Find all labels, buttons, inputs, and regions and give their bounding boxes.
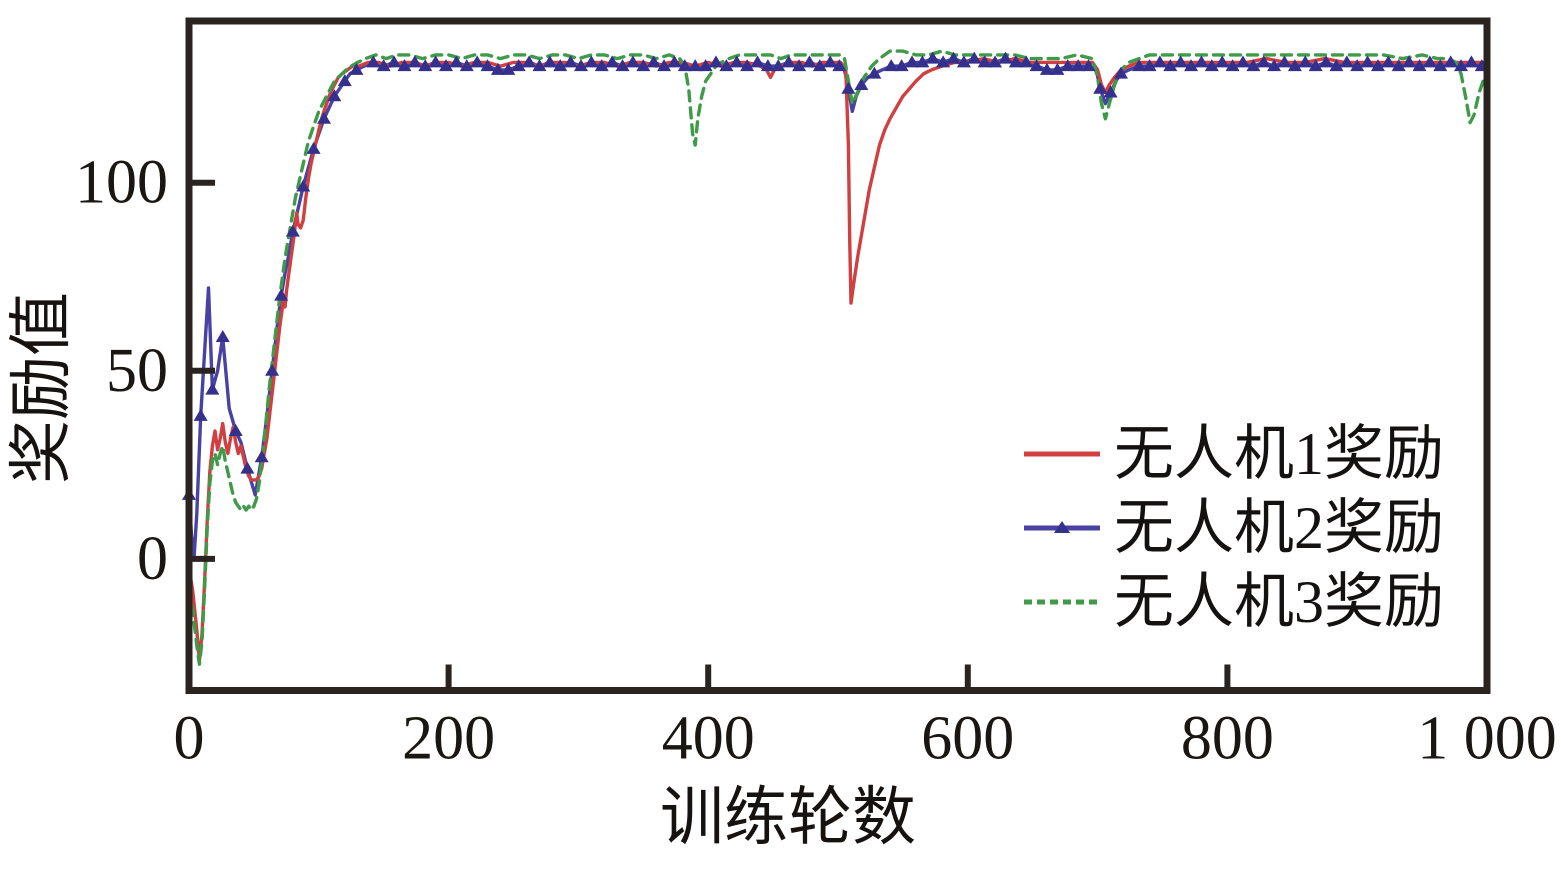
legend-item-1: 无人机1奖励 bbox=[1022, 417, 1444, 491]
legend-label-2: 无人机2奖励 bbox=[1114, 495, 1444, 561]
y-tick-label: 0 bbox=[137, 525, 168, 593]
legend-line-1 bbox=[1024, 451, 1100, 457]
series-line-3 bbox=[187, 49, 1489, 666]
series-markers-2 bbox=[182, 51, 1489, 500]
legend-item-3: 无人机3奖励 bbox=[1022, 565, 1444, 639]
x-tick-label: 400 bbox=[662, 705, 755, 773]
legend-triangle-marker bbox=[1054, 521, 1070, 533]
legend-line-2 bbox=[1024, 521, 1100, 533]
legend: 无人机1奖励 无人机2奖励 无人机3奖励 bbox=[1022, 417, 1444, 639]
legend-item-2: 无人机2奖励 bbox=[1022, 491, 1444, 565]
y-tick-label: 50 bbox=[106, 337, 168, 405]
legend-label-1: 无人机1奖励 bbox=[1114, 421, 1444, 487]
x-tick-label: 200 bbox=[402, 705, 495, 773]
y-axis-title: 奖励值 bbox=[6, 292, 77, 484]
legend-line-3 bbox=[1024, 599, 1100, 605]
x-tick-label: 0 bbox=[174, 705, 205, 773]
x-tick-label: 600 bbox=[921, 705, 1014, 773]
x-axis-title: 训练轮数 bbox=[660, 782, 916, 853]
x-tick-label: 1 000 bbox=[1417, 705, 1557, 773]
y-tick-label: 100 bbox=[75, 149, 168, 217]
x-tick-label: 800 bbox=[1181, 705, 1274, 773]
plot-border bbox=[185, 17, 1491, 694]
legend-label-3: 无人机3奖励 bbox=[1114, 569, 1444, 635]
